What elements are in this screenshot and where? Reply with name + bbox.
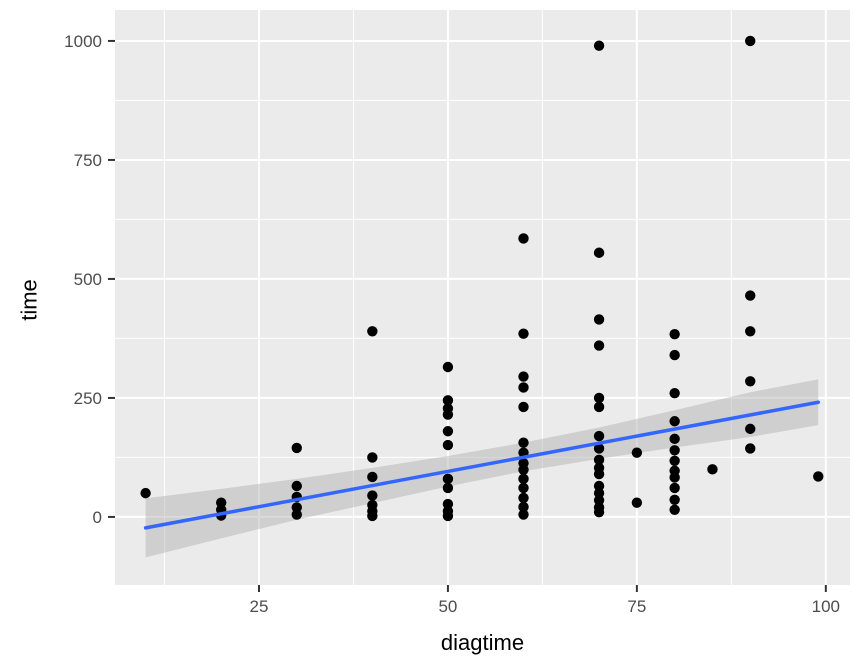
- data-point: [593, 487, 605, 499]
- data-point: [442, 361, 454, 373]
- data-point: [631, 497, 643, 508]
- data-point: [442, 498, 454, 510]
- data-point: [707, 464, 718, 475]
- data-point: [518, 509, 529, 520]
- y-tick-label: 0: [93, 508, 102, 527]
- data-point: [291, 442, 302, 454]
- data-point: [518, 401, 529, 413]
- data-point: [593, 454, 605, 466]
- data-point: [593, 468, 605, 480]
- x-tick-label: 100: [812, 597, 840, 616]
- y-axis-title: time: [16, 279, 42, 321]
- data-point: [669, 504, 680, 515]
- confidence-ribbon: [145, 379, 819, 558]
- data-point: [442, 510, 454, 522]
- data-point: [593, 495, 605, 506]
- data-point: [291, 502, 302, 513]
- data-point: [593, 401, 605, 413]
- data-point: [215, 497, 227, 508]
- data-point: [669, 455, 680, 466]
- data-point: [745, 443, 756, 454]
- data-point: [593, 314, 605, 325]
- regression-line: [143, 400, 821, 530]
- data-point: [442, 409, 454, 420]
- data-point: [669, 416, 680, 427]
- data-point: [745, 376, 756, 387]
- data-point: [813, 471, 824, 482]
- data-point: [367, 471, 378, 483]
- data-point: [518, 328, 529, 339]
- data-point: [367, 452, 378, 463]
- data-point: [442, 439, 454, 451]
- x-axis-title: diagtime: [440, 630, 525, 655]
- data-point: [140, 487, 151, 499]
- y-tick-label: 500: [74, 270, 102, 289]
- data-point: [518, 501, 529, 513]
- data-point: [669, 445, 680, 456]
- data-point: [669, 472, 680, 483]
- data-point: [291, 509, 302, 520]
- data-point: [745, 290, 756, 301]
- data-point: [442, 395, 454, 406]
- x-tick-label: 75: [627, 597, 646, 616]
- data-point: [745, 35, 756, 47]
- data-point: [518, 473, 529, 485]
- data-point: [593, 247, 605, 258]
- data-point: [745, 326, 756, 337]
- data-point: [593, 506, 605, 518]
- plot-panel: [115, 10, 850, 585]
- data-point: [442, 482, 454, 494]
- data-point: [669, 349, 680, 361]
- y-tick-label: 250: [74, 389, 102, 408]
- data-point: [518, 464, 529, 476]
- data-point: [593, 430, 605, 442]
- data-point: [291, 480, 302, 492]
- data-point: [518, 382, 529, 393]
- data-point: [669, 387, 680, 399]
- data-point: [669, 433, 680, 445]
- data-point: [518, 371, 529, 382]
- data-point: [518, 482, 529, 494]
- data-point: [593, 40, 605, 51]
- data-point: [631, 447, 643, 458]
- data-point: [367, 490, 378, 501]
- data-point: [593, 392, 605, 404]
- data-point: [518, 492, 529, 504]
- y-tick-label: 1000: [64, 32, 102, 51]
- data-point: [442, 473, 454, 485]
- y-tick-label: 750: [74, 151, 102, 170]
- x-tick-label: 50: [438, 597, 457, 616]
- data-point: [669, 494, 680, 505]
- data-point: [593, 480, 605, 492]
- data-point: [518, 437, 529, 448]
- data-point: [518, 233, 529, 244]
- data-point: [593, 340, 605, 351]
- data-point: [669, 328, 680, 340]
- data-point: [442, 426, 454, 437]
- data-point: [669, 482, 680, 494]
- x-tick-label: 25: [250, 597, 269, 616]
- data-point: [593, 443, 605, 454]
- data-point: [367, 326, 378, 337]
- data-point: [367, 510, 378, 522]
- data-point: [745, 423, 756, 435]
